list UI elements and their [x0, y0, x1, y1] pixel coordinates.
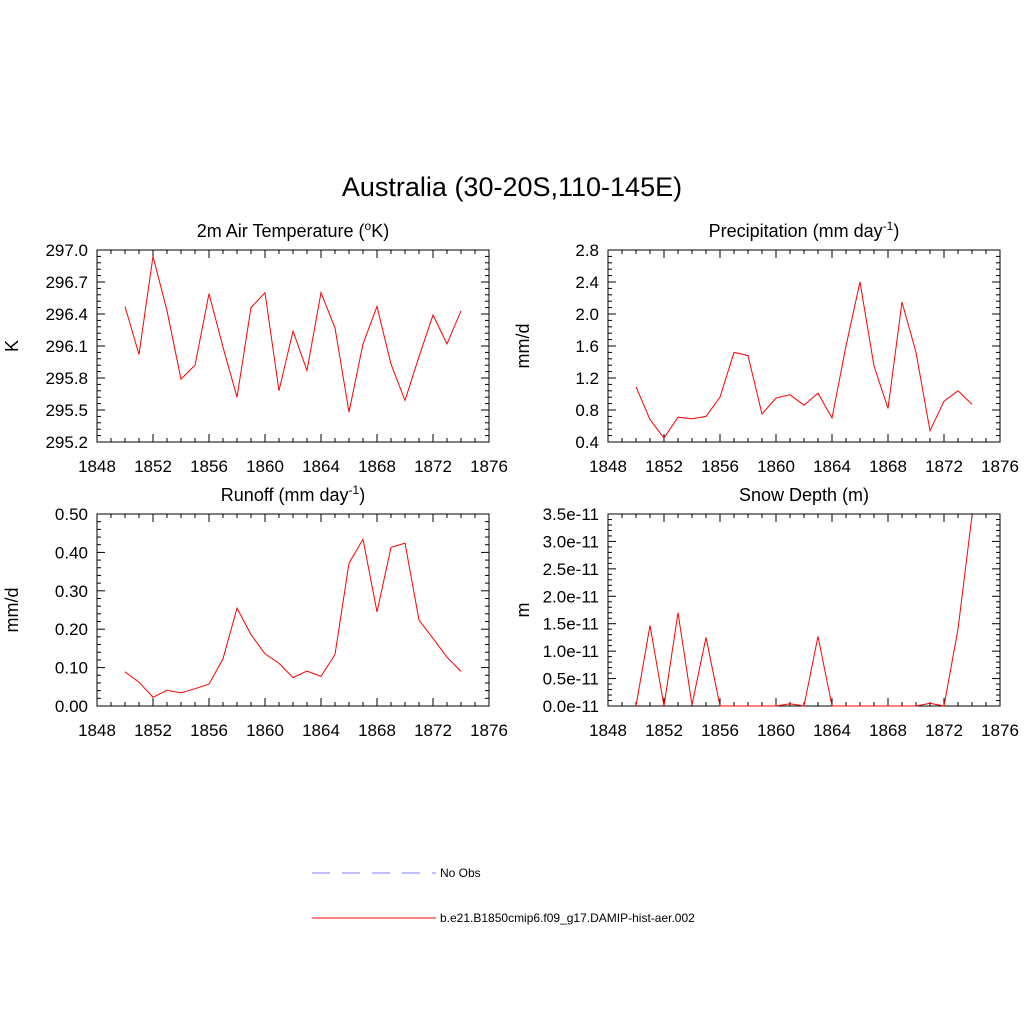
precipitation-x-tick-label: 1848 [589, 457, 627, 476]
runoff-x-tick-label: 1856 [190, 721, 228, 740]
temperature-y-tick-label: 297.0 [45, 241, 88, 260]
precipitation-y-axis-label: mm/d [513, 324, 533, 369]
snow-depth-x-tick-label: 1852 [645, 721, 683, 740]
precipitation-panel-title: Precipitation (mm day-1) [709, 219, 900, 241]
panel-runoff: Runoff (mm day-1) mm/d 1848 1852 1856 1860 186… [2, 483, 508, 740]
panels: 2m Air Temperature (oK) K 1848 1852 1856 1860… [2, 219, 1019, 740]
snow-depth-x-tick-label: 1876 [981, 721, 1019, 740]
runoff-y-tick-label: 0.30 [55, 582, 88, 601]
runoff-model-series-line [124, 537, 462, 698]
precipitation-x-tick-label: 1864 [813, 457, 851, 476]
runoff-x-tick-label: 1864 [302, 721, 340, 740]
runoff-panel-title: Runoff (mm day-1) [221, 483, 365, 505]
runoff-x-tick-label: 1868 [358, 721, 396, 740]
panel-precipitation: Precipitation (mm day-1) mm/d 1848 1852 1856… [513, 219, 1019, 476]
snow-depth-y-tick-label: 1.5e-11 [543, 615, 599, 634]
precipitation-x-tick-label: 1860 [757, 457, 795, 476]
temperature-y-tick-label: 296.4 [45, 305, 88, 324]
snow-depth-y-tick-label: 2.0e-11 [543, 587, 599, 606]
temperature-y-axis-label: K [2, 340, 22, 352]
precipitation-y-tick-label: 2.8 [575, 241, 599, 260]
precipitation-x-tick-label: 1876 [981, 457, 1019, 476]
snow-depth-y-tick-label: 2.5e-11 [543, 560, 599, 579]
precipitation-x-tick-label: 1868 [869, 457, 907, 476]
precipitation-y-tick-label: 2.0 [575, 305, 599, 324]
temperature-x-tick-label: 1856 [190, 457, 228, 476]
precipitation-y-tick-label: 0.4 [575, 433, 599, 452]
temperature-y-tick-label: 295.8 [45, 369, 88, 388]
temperature-x-tick-label: 1848 [78, 457, 116, 476]
legend-obs-label: No Obs [440, 866, 481, 880]
snow-depth-model-series-line [635, 515, 973, 707]
precipitation-plot-frame [607, 249, 1001, 443]
snow-depth-x-tick-label: 1860 [757, 721, 795, 740]
runoff-y-axis-label: mm/d [2, 588, 22, 633]
snow-depth-panel-title: Snow Depth (m) [739, 485, 869, 505]
runoff-x-tick-label: 1876 [470, 721, 508, 740]
temperature-x-tick-label: 1860 [246, 457, 284, 476]
snow-depth-x-tick-label: 1848 [589, 721, 627, 740]
snow-depth-x-tick-label: 1856 [701, 721, 739, 740]
precipitation-x-tick-label: 1852 [645, 457, 683, 476]
panel-snow-depth: Snow Depth (m) m 1848 1852 1856 1860 1864 1868 1… [513, 485, 1019, 740]
precipitation-x-tick-label: 1872 [925, 457, 963, 476]
temperature-y-tick-label: 296.1 [45, 337, 88, 356]
runoff-y-tick-label: 0.40 [55, 543, 88, 562]
temperature-y-tick-label: 295.5 [45, 401, 88, 420]
temperature-y-tick-label: 296.7 [45, 273, 88, 292]
runoff-x-tick-label: 1860 [246, 721, 284, 740]
snow-depth-x-tick-label: 1864 [813, 721, 851, 740]
snow-depth-x-tick-label: 1872 [925, 721, 963, 740]
runoff-y-tick-label: 0.10 [55, 659, 88, 678]
snow-depth-y-tick-label: 0.0e-11 [543, 697, 599, 716]
temperature-x-tick-label: 1876 [470, 457, 508, 476]
snow-depth-y-tick-label: 3.0e-11 [543, 532, 599, 551]
temperature-model-series-line [124, 256, 462, 413]
runoff-y-tick-label: 0.50 [55, 505, 88, 524]
temperature-x-tick-label: 1872 [414, 457, 452, 476]
precipitation-model-series-line [635, 281, 973, 439]
runoff-x-tick-label: 1872 [414, 721, 452, 740]
legend: No Obs b.e21.B1850cmip6.f09_g17.DAMIP-hi… [312, 866, 695, 925]
runoff-y-tick-label: 0.00 [55, 697, 88, 716]
runoff-x-tick-label: 1852 [134, 721, 172, 740]
temperature-y-tick-label: 295.2 [45, 433, 88, 452]
runoff-x-tick-label: 1848 [78, 721, 116, 740]
temperature-plot-frame [96, 249, 490, 443]
temperature-x-tick-label: 1864 [302, 457, 340, 476]
precipitation-y-tick-label: 1.2 [575, 369, 599, 388]
precipitation-y-tick-label: 0.8 [575, 401, 599, 420]
snow-depth-y-tick-label: 3.5e-11 [543, 505, 599, 524]
temperature-panel-title: 2m Air Temperature (oK) [197, 219, 389, 241]
snow-depth-plot-frame [607, 513, 1001, 707]
snow-depth-y-tick-label: 1.0e-11 [543, 642, 599, 661]
snow-depth-y-axis-label: m [513, 603, 533, 618]
temperature-x-tick-label: 1868 [358, 457, 396, 476]
precipitation-y-tick-label: 1.6 [575, 337, 599, 356]
runoff-y-tick-label: 0.20 [55, 620, 88, 639]
temperature-x-tick-label: 1852 [134, 457, 172, 476]
snow-depth-y-tick-label: 0.5e-11 [543, 670, 599, 689]
legend-model-label: b.e21.B1850cmip6.f09_g17.DAMIP-hist-aer.… [440, 911, 695, 925]
precipitation-y-tick-label: 2.4 [575, 273, 599, 292]
precipitation-x-tick-label: 1856 [701, 457, 739, 476]
panel-temperature: 2m Air Temperature (oK) K 1848 1852 1856 1860… [2, 219, 508, 476]
main-title: Australia (30-20S,110-145E) [342, 172, 682, 202]
snow-depth-x-tick-label: 1868 [869, 721, 907, 740]
